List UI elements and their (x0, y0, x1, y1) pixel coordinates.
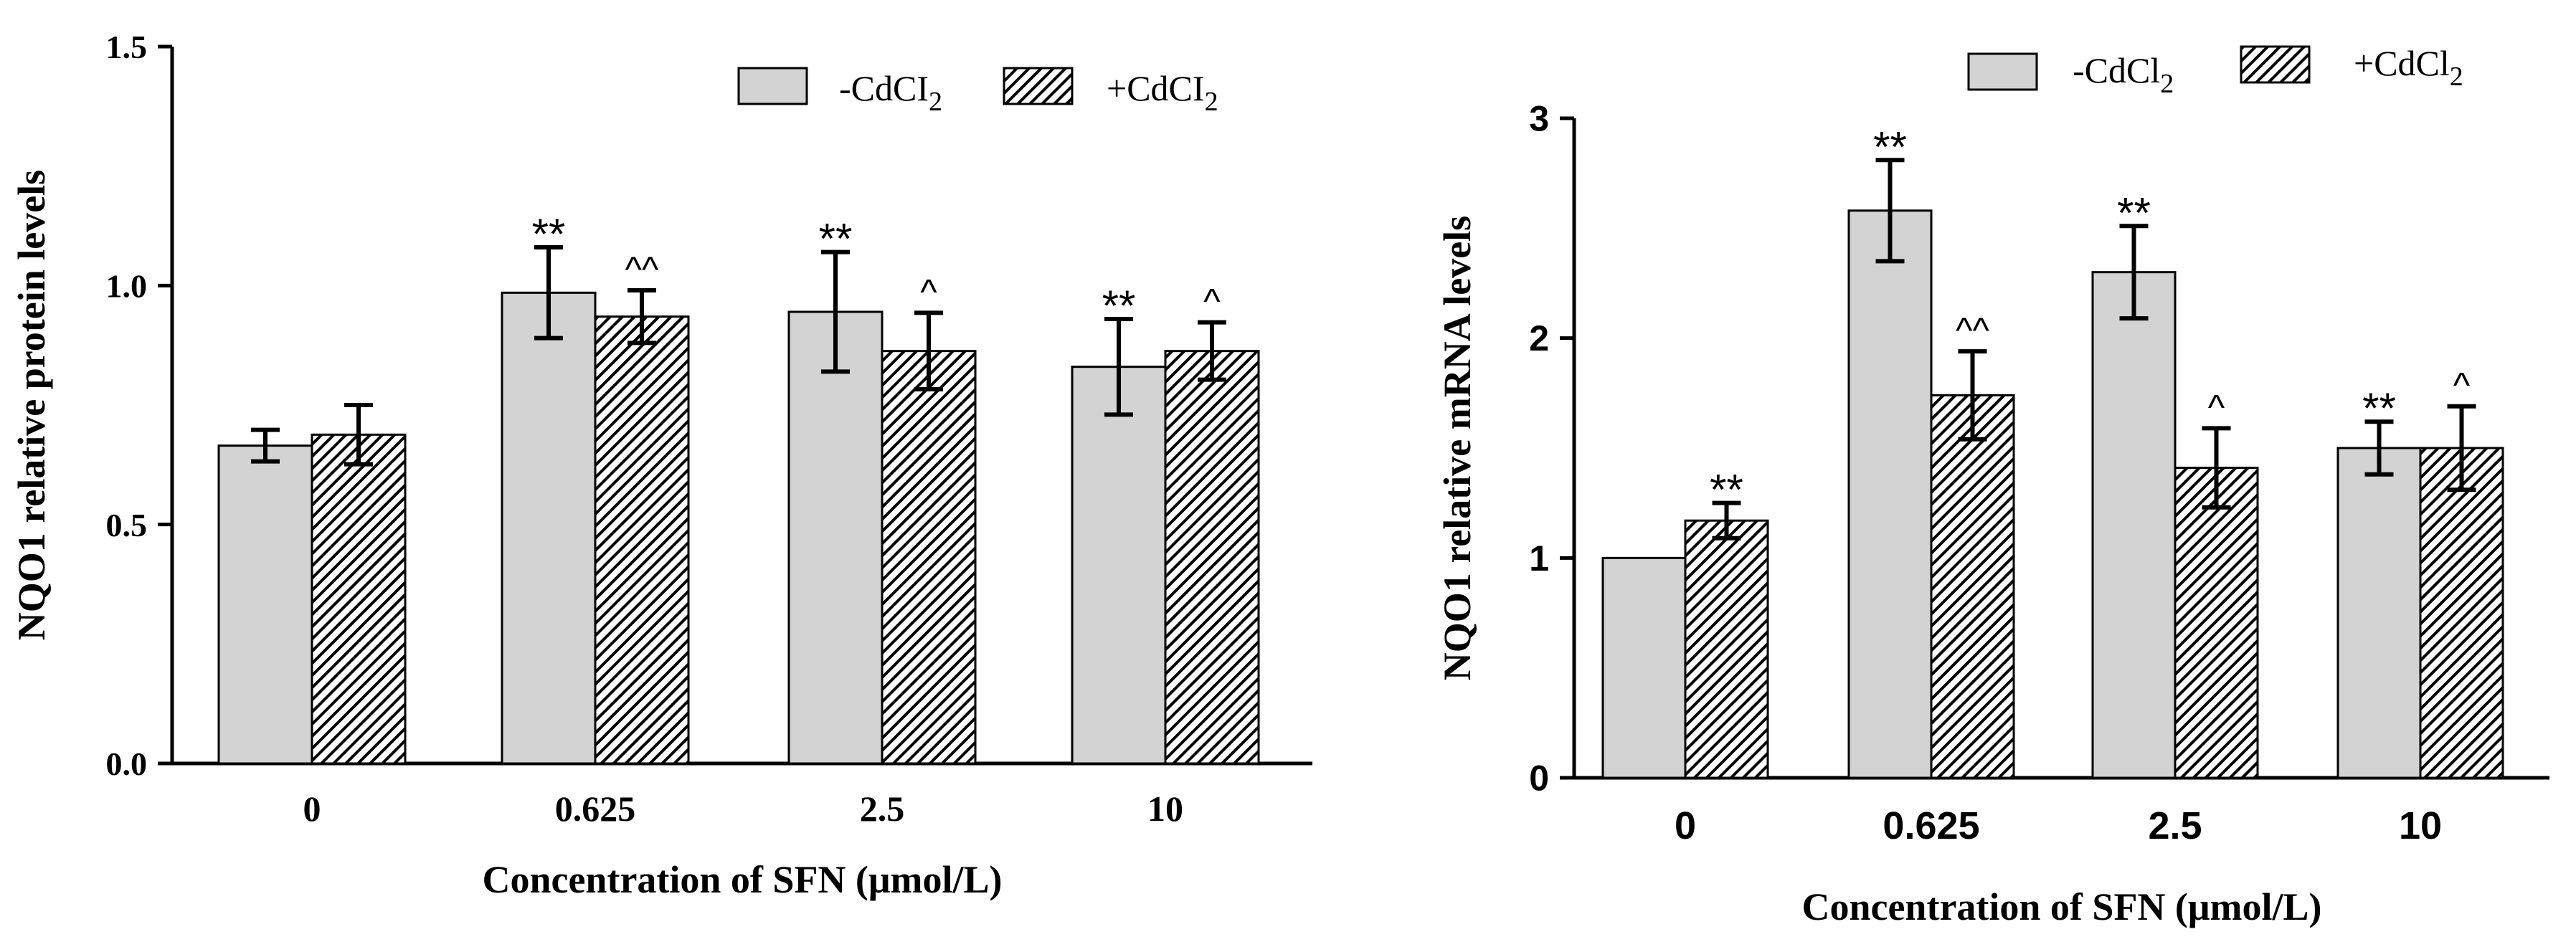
bar-minus-cdcl2 (2091, 271, 2177, 779)
bar-minus-cdcl2 (1601, 556, 1687, 779)
significance-annotation: ** (1102, 282, 1136, 330)
y-tick-label: 2 (1529, 318, 1549, 358)
bar-minus-cdcl2 (1847, 209, 1933, 779)
y-tick-label: 1.5 (106, 29, 148, 65)
x-tick-label: 0.625 (1883, 804, 1979, 847)
significance-annotation: ** (532, 210, 566, 258)
x-axis-label: Concentration of SFN (μmol/L) (1801, 885, 2321, 928)
legend-swatch (1003, 67, 1074, 105)
significance-annotation: ** (2362, 384, 2396, 432)
legend-label: -CdCI2 (839, 68, 942, 117)
bar-minus-cdcl2 (501, 291, 597, 765)
y-tick-label: 0.0 (106, 746, 148, 782)
significance-annotation: ^^ (625, 249, 659, 290)
protein-chart: 0.0 0.5 1.0 1.5 0 ** ^^ 0.625 ** ^ 2.5 ** ^ 10 Concent… (10, 29, 1312, 901)
y-axis-label: NQO1 relative protein levels (10, 170, 53, 640)
legend-swatch (2240, 45, 2311, 84)
legend-swatch (1967, 52, 2038, 91)
significance-annotation: ** (819, 215, 853, 263)
bar-plus-cdcl2 (2419, 447, 2504, 779)
legend-swatch (737, 67, 808, 105)
bar-plus-cdcl2 (2174, 467, 2259, 779)
x-tick-label: 2.5 (2148, 804, 2202, 847)
y-tick-label: 1.0 (106, 267, 148, 304)
legend-label: -CdCl2 (2073, 50, 2174, 99)
x-tick-label: 0.625 (555, 789, 636, 829)
x-tick-label: 0 (1675, 804, 1696, 847)
bar-plus-cdcl2 (1164, 350, 1260, 765)
legend-label: +CdCl2 (2354, 43, 2463, 92)
x-tick-label: 2.5 (860, 789, 905, 829)
significance-annotation: ** (1873, 123, 1907, 171)
significance-annotation: ^ (1203, 282, 1221, 322)
y-tick-label: 1 (1529, 538, 1549, 579)
bar-minus-cdcl2 (2336, 447, 2422, 779)
significance-annotation: ^ (2453, 366, 2471, 406)
y-axis-label: NQO1 relative mRNA levels (1436, 216, 1479, 680)
y-tick-label: 0 (1529, 758, 1549, 799)
x-tick-label: 0 (303, 789, 321, 829)
bar-plus-cdcl2 (881, 350, 977, 765)
bar-minus-cdcl2 (787, 310, 884, 765)
y-tick-label: 3 (1529, 99, 1549, 139)
significance-annotation: ** (2117, 189, 2151, 237)
bar-minus-cdcl2 (217, 444, 313, 765)
x-tick-label: 10 (1147, 789, 1183, 829)
significance-annotation: ^ (2208, 387, 2225, 427)
significance-annotation: ** (1710, 466, 1743, 514)
legend-label: +CdCI2 (1107, 68, 1218, 117)
y-tick-label: 0.5 (106, 507, 148, 543)
significance-annotation: ^^ (1956, 310, 1989, 351)
bar-plus-cdcl2 (1930, 394, 2015, 779)
mrna-chart: 0 1 2 3 ** 0 ** ^^ 0.625 ** ^ 2.5 ** ^ 10 Concentration… (1436, 43, 2549, 928)
bar-plus-cdcl2 (311, 433, 407, 765)
bar-minus-cdcl2 (1071, 366, 1167, 765)
significance-annotation: ^ (920, 272, 937, 312)
bar-plus-cdcl2 (594, 315, 690, 765)
bar-plus-cdcl2 (1684, 519, 1769, 779)
x-axis-label: Concentration of SFN (μmol/L) (482, 858, 1002, 901)
x-tick-label: 10 (2399, 804, 2442, 847)
